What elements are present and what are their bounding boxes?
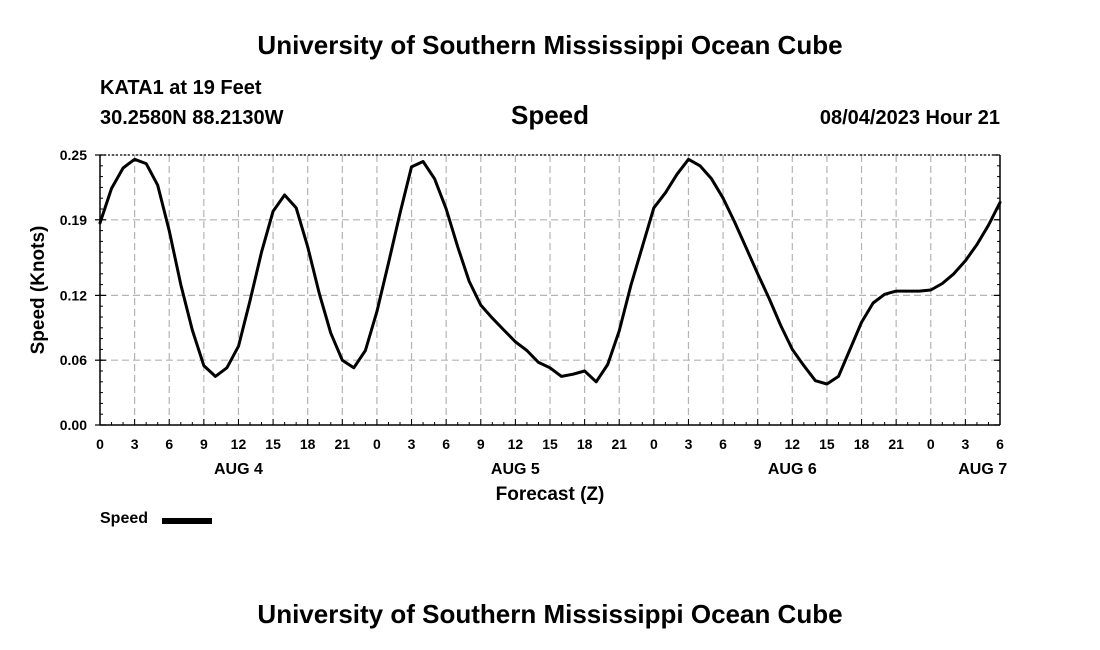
x-tick-label: 15	[265, 436, 281, 452]
x-tick-label: 6	[165, 436, 173, 452]
ticks-layer	[95, 154, 1001, 426]
x-tick-label: 12	[508, 436, 524, 452]
x-tick-label: 3	[961, 436, 969, 452]
plot-title: Speed	[510, 100, 590, 130]
x-tick-label: 21	[335, 436, 351, 452]
x-tick-label: 6	[719, 436, 727, 452]
x-tick-label: 12	[231, 436, 247, 452]
y-tick-label: 0.06	[60, 352, 87, 368]
x-tick-label: 3	[685, 436, 693, 452]
footer-title: University of Southern Mississippi Ocean…	[257, 599, 843, 629]
day-label: AUG 7	[958, 461, 1007, 478]
x-tick-label: 0	[927, 436, 935, 452]
x-tick-label: 6	[442, 436, 450, 452]
x-tick-label: 12	[785, 436, 801, 452]
grid-layer	[100, 154, 1000, 425]
day-label: AUG 6	[768, 461, 817, 478]
y-tick-label: 0.00	[60, 417, 87, 433]
y-tick-label: 0.25	[60, 147, 87, 163]
x-tick-label: 15	[542, 436, 558, 452]
y-tick-label: 0.19	[60, 212, 87, 228]
x-tick-label: 6	[996, 436, 1004, 452]
x-tick-label: 0	[650, 436, 658, 452]
x-tick-label: 9	[200, 436, 208, 452]
x-tick-label: 0	[373, 436, 381, 452]
x-tick-label: 3	[131, 436, 139, 452]
x-tick-label: 18	[854, 436, 870, 452]
legend-swatch	[162, 518, 212, 524]
x-tick-label: 3	[408, 436, 416, 452]
y-axis-label: Speed (Knots)	[28, 226, 49, 355]
day-label: AUG 4	[214, 461, 263, 478]
speed-series-line	[98, 157, 1002, 386]
x-tick-label: 15	[819, 436, 835, 452]
labels-layer: 0.00 0.06 0.12 0.19 0.25 0 3 6 9 12 15 18 21 0 3 6 9 12 15…	[28, 147, 1007, 505]
y-tick-label: 0.12	[60, 287, 87, 303]
series-layer	[98, 157, 1002, 386]
x-tick-label: 9	[754, 436, 762, 452]
x-tick-label: 9	[477, 436, 485, 452]
forecast-datetime: 08/04/2023 Hour 21	[819, 107, 1000, 129]
x-axis-label: Forecast (Z)	[496, 484, 605, 505]
station-coordinates: 30.2580N 88.2130W	[100, 107, 284, 129]
x-tick-label: 18	[300, 436, 316, 452]
legend-label: Speed	[100, 510, 149, 527]
day-label: AUG 5	[491, 461, 540, 478]
x-tick-label: 21	[888, 436, 904, 452]
station-name: KATA1 at 19 Feet	[100, 77, 262, 99]
page-title: University of Southern Mississippi Ocean…	[257, 30, 843, 60]
x-tick-label: 21	[611, 436, 627, 452]
x-tick-label: 0	[96, 436, 104, 452]
x-tick-label: 18	[577, 436, 593, 452]
